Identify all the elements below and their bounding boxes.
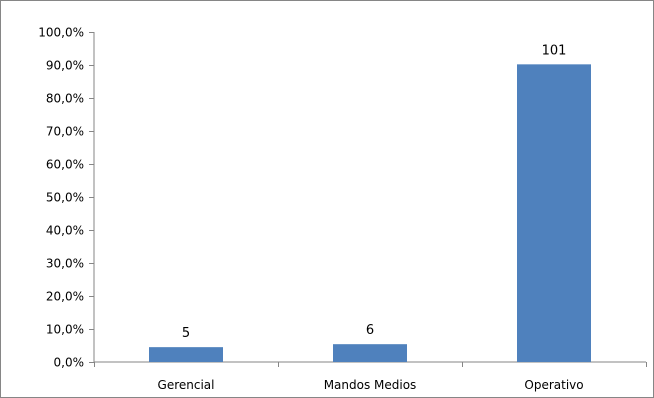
bar-series [149,64,591,362]
category-label: Mandos Medios [324,378,417,392]
y-tick-label: 100,0% [38,26,84,40]
data-label: 6 [366,323,374,338]
bar-gerencial [149,347,223,362]
category-label: Gerencial [158,378,215,392]
y-tick-label: 10,0% [46,323,84,337]
y-tick-label: 0,0% [54,356,85,370]
y-tick-label: 40,0% [46,224,84,238]
y-tick-label: 20,0% [46,290,84,304]
y-tick-label: 90,0% [46,59,84,73]
y-tick-label: 50,0% [46,191,84,205]
data-label: 101 [542,43,567,58]
category-label: Operativo [524,378,583,392]
category-labels: Gerencial Mandos Medios Operativo [158,378,584,392]
bar-operativo [517,64,591,362]
y-tick-label: 60,0% [46,158,84,172]
y-tick-label: 30,0% [46,257,84,271]
y-tick-label: 70,0% [46,125,84,139]
data-labels: 5 6 101 [182,43,567,341]
y-axis-ticks: 0,0% 10,0% 20,0% 30,0% 40,0% 50,0% 60,0% 70,0% 8… [38,26,94,370]
data-label: 5 [182,326,190,341]
x-axis-ticks [94,362,647,367]
y-tick-label: 80,0% [46,92,84,106]
bar-mandos-medios [333,344,407,362]
